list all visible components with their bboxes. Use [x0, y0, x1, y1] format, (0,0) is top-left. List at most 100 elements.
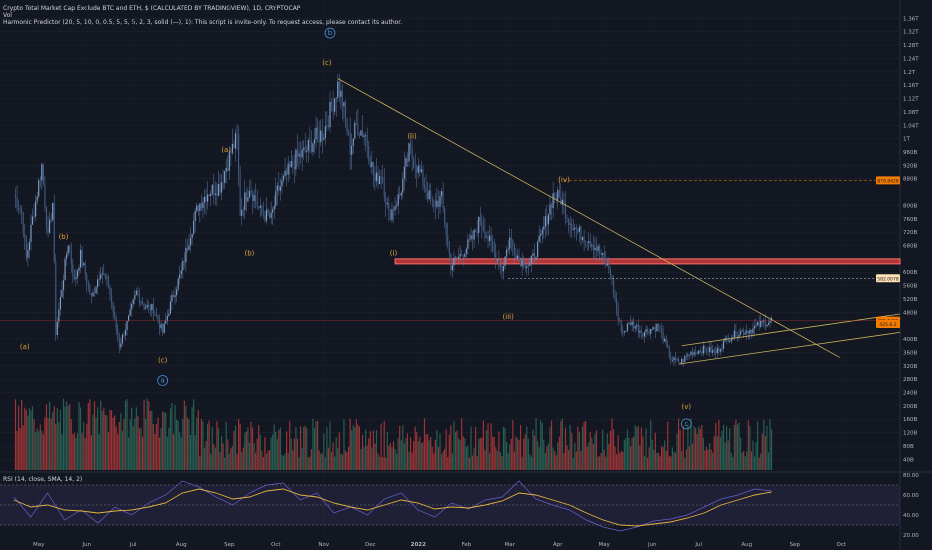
candle-body [738, 334, 740, 338]
candle-body [633, 321, 635, 329]
candle-body [609, 269, 612, 276]
candle-body [537, 241, 539, 257]
candle-body [440, 191, 443, 197]
volume-bar [160, 428, 162, 470]
volume-bar [732, 457, 734, 470]
volume-bar [255, 452, 257, 470]
volume-bar [400, 440, 402, 470]
candle-body [619, 319, 621, 321]
volume-bar [287, 452, 289, 470]
volume-bar [200, 418, 203, 470]
volume-bar [337, 448, 339, 470]
volume-bar [193, 399, 195, 470]
volume-bar [225, 421, 227, 470]
price-axis[interactable]: 1.36T 1.32T 1.28T 1.24T 1.2T 1.16T 1.12T 1.08T 1… [903, 16, 919, 463]
volume-bar [234, 425, 237, 470]
volume-bar [365, 429, 367, 470]
candle-body [334, 98, 336, 112]
price-tag [876, 176, 900, 185]
candle-body [518, 255, 520, 260]
wave-label: (c) [322, 59, 332, 67]
volume-bar [303, 426, 305, 470]
time-axis[interactable]: May Jun Jul Aug Sep Oct Nov Dec 2022 Feb Mar Apr May… [33, 542, 847, 548]
x-tick-label: Aug [741, 542, 752, 548]
candle-body [203, 196, 206, 203]
volume-bar [100, 400, 102, 470]
volume-bar [292, 450, 294, 470]
volume-bar [135, 407, 137, 470]
volume-bar [270, 437, 272, 470]
volume-bar [36, 428, 38, 470]
volume-bar [189, 435, 192, 470]
candle-body [722, 340, 725, 349]
volume-bar [222, 443, 224, 470]
volume-bar [733, 425, 735, 470]
candle-body [402, 178, 404, 193]
indicator-legend[interactable]: Harmonic Predictor (20, 5, 10, 0, 0.5, 5… [3, 19, 403, 26]
candle-body [343, 102, 345, 107]
volume-bar [78, 401, 80, 470]
volume-bar [25, 409, 27, 470]
candle-body [650, 329, 652, 334]
candle-body [84, 263, 86, 275]
volume-bar [241, 452, 243, 470]
volume-bar [349, 418, 351, 470]
volume-bar [72, 434, 74, 470]
candle-body [247, 197, 249, 202]
volume-bar [727, 440, 729, 470]
candle-body [442, 191, 444, 209]
volume-legend[interactable]: Vol [3, 12, 12, 19]
y-tick-label: 240B [903, 391, 917, 397]
candle-body [685, 356, 687, 357]
volume-bar [588, 442, 590, 470]
candle-body [267, 209, 269, 215]
candle-body [312, 143, 314, 152]
price-tag [876, 320, 900, 329]
wave-label: b [328, 29, 333, 37]
volume-bar [495, 447, 497, 470]
volume-bar [609, 431, 612, 470]
volume-bar [564, 427, 567, 470]
candle-body [358, 135, 361, 137]
volume-bar [165, 412, 167, 470]
volume-bar [155, 423, 158, 470]
candle-body [479, 216, 481, 222]
volume-bar [355, 419, 357, 470]
volume-bar [127, 437, 130, 470]
candle-body [123, 334, 125, 336]
wave-label: (a) [20, 343, 30, 351]
rsi-legend[interactable]: RSI (14, close, SMA, 14, 2) [3, 476, 82, 483]
candle-body [623, 331, 625, 333]
volume-bar [374, 443, 376, 470]
candle-body [653, 327, 655, 329]
volume-bar [35, 432, 37, 470]
volume-bar [547, 443, 550, 470]
volume-bar [724, 442, 726, 470]
candle-body [451, 265, 453, 271]
candle-body [100, 274, 102, 279]
volume-bar [490, 423, 492, 470]
x-tick-label: Apr [553, 542, 563, 548]
candle-body [19, 209, 21, 211]
candle-body [245, 192, 247, 202]
candle-body [391, 209, 393, 220]
x-tick-label: Jul [129, 542, 137, 548]
volume-bar [739, 437, 742, 470]
candle-body [399, 194, 401, 196]
candle-body [380, 176, 382, 178]
candle-body [89, 285, 91, 294]
volume-bar [521, 456, 523, 470]
volume-bar [239, 423, 241, 470]
volume-bar [721, 430, 723, 470]
candle-body [394, 206, 396, 211]
volume-bar [145, 418, 147, 470]
volume-bar [468, 457, 471, 470]
volume-bar [66, 401, 68, 470]
volume-bar [172, 433, 175, 470]
volume-bar [640, 427, 643, 470]
volume-bar [595, 430, 598, 470]
volume-bar [70, 419, 72, 470]
volume-bar [272, 434, 274, 470]
candle-body [182, 260, 184, 271]
